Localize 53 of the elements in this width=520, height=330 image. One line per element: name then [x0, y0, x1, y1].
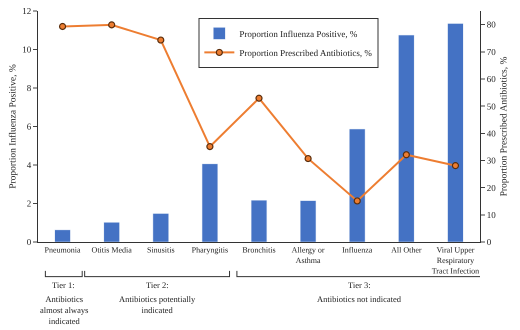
text: Tier 2: [146, 280, 169, 290]
bar [447, 23, 464, 242]
point [255, 94, 263, 102]
point [157, 36, 164, 44]
x-tick-label: Influenza [342, 246, 373, 255]
text: Tier 1: [52, 280, 75, 290]
bar [398, 34, 414, 242]
point [58, 22, 66, 30]
x-tick-label: Pharyngitis [192, 246, 228, 255]
x-tick-label: Allergy or Asthma [292, 246, 325, 265]
y-tick-label: 10 [22, 44, 32, 55]
bar [104, 222, 120, 242]
y-tick-label: 6 [26, 122, 32, 132]
text: Antibiotics almost always indicated [40, 294, 88, 326]
y2-tick-label: 60 [486, 74, 496, 84]
y2-tick-label: 50 [486, 101, 496, 112]
x-tick-label: Pneumonia [44, 246, 82, 255]
text: Antibiotics not indicated [317, 294, 402, 304]
text: Antibiotics potentially indicated [119, 294, 196, 316]
x-tick-label: Otitis Media [92, 246, 132, 255]
y2-tick-label: 30 [486, 156, 496, 166]
y-tick-label: 12 [22, 6, 32, 16]
y-tick-label: 2 [26, 198, 32, 209]
legend-label: Proportion Influenza Positive, % [239, 28, 358, 39]
legend-label: Proportion Prescribed Antibiotics, % [239, 48, 372, 58]
point [304, 154, 312, 162]
bar [300, 200, 316, 242]
point [452, 162, 460, 170]
y-tick-label: 4 [26, 160, 32, 170]
point [354, 197, 361, 205]
y2-tick-label: 40 [486, 128, 496, 138]
y-axis-title: Proportion Influenza Positive, % [8, 64, 18, 189]
point [108, 21, 116, 28]
y2-axis-title: Proportion Prescribed Antibiotics, % [499, 56, 510, 196]
y2-tick-label: 20 [486, 182, 496, 193]
bar [152, 213, 169, 242]
bar [54, 230, 71, 242]
x-tick-label: Bronchitis [242, 246, 276, 255]
y-tick-label: 0 [26, 237, 32, 248]
point [206, 143, 214, 150]
y2-tick-label: 80 [486, 20, 496, 30]
x-tick-label: All Other [391, 246, 422, 255]
bar [202, 164, 218, 242]
y-tick-label: 8 [26, 83, 32, 94]
bar [349, 128, 366, 242]
bar [250, 200, 268, 242]
x-tick-label: Viral Upper Respiratory Tract Infection [432, 246, 480, 276]
y2-tick-label: 10 [486, 210, 496, 220]
point [402, 151, 410, 158]
y2-tick-label: 70 [486, 46, 496, 57]
x-tick-label: Sinusitis [146, 246, 175, 255]
text: Tier 3: [348, 280, 371, 290]
y2-tick-label: 0 [486, 237, 492, 248]
